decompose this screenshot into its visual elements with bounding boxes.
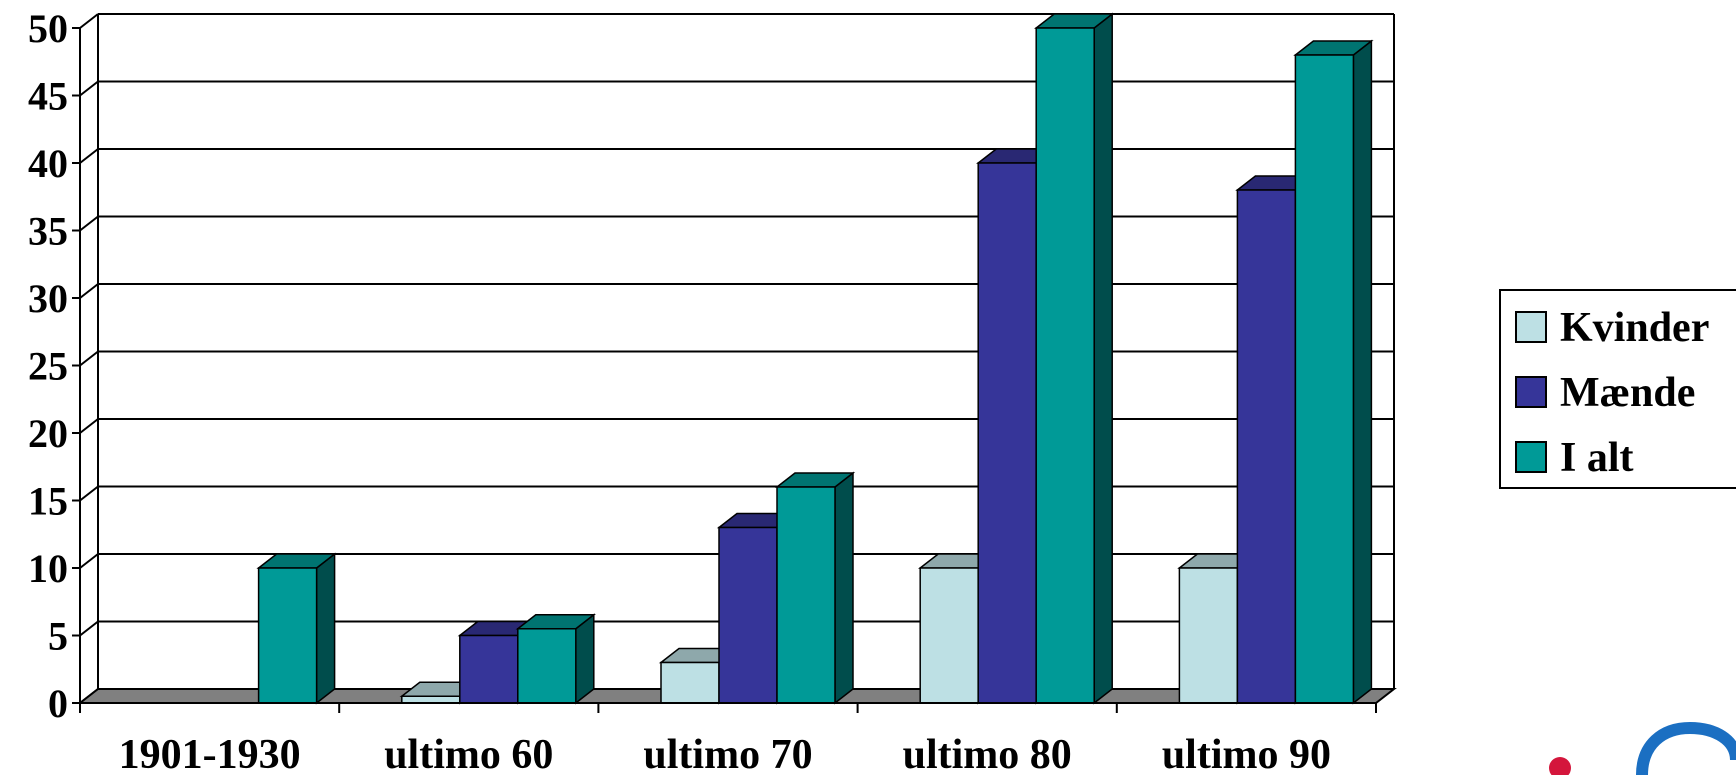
- bar-front: [660, 661, 720, 704]
- bar-front: [1035, 27, 1095, 704]
- bar-front: [1294, 54, 1355, 704]
- bar-front: [1178, 567, 1239, 704]
- y-tick-label: 15: [28, 479, 68, 524]
- logo-dot: [1549, 757, 1571, 775]
- y-tick-label: 25: [28, 344, 68, 389]
- legend-label: Kvinder: [1560, 305, 1709, 351]
- y-tick-label: 10: [28, 546, 68, 591]
- y-tick-label: 0: [48, 681, 68, 726]
- y-tick-label: 35: [28, 209, 68, 254]
- y-tick-label: 40: [28, 141, 68, 186]
- bar: [515, 613, 596, 705]
- bar-front: [401, 695, 461, 704]
- gridline-side: [79, 80, 99, 97]
- bar-front: [919, 567, 979, 704]
- bars-group: [256, 12, 1374, 705]
- gridline-side: [79, 620, 99, 637]
- bar-side: [315, 552, 336, 705]
- y-axis: 0 5 10 15 20 25 30 35 40 45 50: [28, 6, 81, 726]
- x-tick-label: ultimo 60: [384, 732, 553, 775]
- y-tick-label: 30: [28, 276, 68, 321]
- logo-fragment: [1549, 721, 1736, 775]
- x-tick-label: ultimo 90: [1162, 732, 1331, 775]
- gridline-side: [79, 553, 99, 569]
- gridline-side: [79, 418, 99, 434]
- gridline-side: [79, 13, 99, 29]
- legend-swatch: [1515, 311, 1547, 343]
- legend-label: Mænde: [1560, 370, 1695, 416]
- bar-front: [459, 634, 519, 704]
- bar-front: [517, 628, 577, 704]
- x-tick-label: ultimo 80: [903, 732, 1072, 775]
- bar-side: [1352, 39, 1373, 705]
- bar-front: [977, 162, 1037, 704]
- bar-front: [776, 486, 836, 704]
- logo-curve: [1636, 721, 1736, 775]
- bar: [256, 552, 337, 705]
- bar-front: [1236, 189, 1297, 704]
- bar: [1293, 39, 1374, 705]
- x-tick-label: 1901-1930: [119, 732, 301, 775]
- gridline-side: [79, 283, 99, 299]
- x-tick-label: ultimo 70: [643, 732, 812, 775]
- gridline-side: [79, 215, 99, 232]
- bar-front: [257, 567, 318, 704]
- x-axis: 1901-1930 ultimo 60 ultimo 70 ultimo 80 ulti…: [79, 702, 1377, 775]
- y-tick-label: 5: [48, 614, 68, 659]
- bar-side: [575, 613, 595, 705]
- legend-swatch: [1515, 441, 1547, 473]
- gridline-side: [79, 148, 99, 164]
- y-tick-label: 20: [28, 411, 68, 456]
- bar-front: [718, 526, 778, 704]
- legend-label: I alt: [1560, 435, 1634, 481]
- gridline-side: [79, 350, 99, 367]
- bar-side: [1093, 12, 1113, 705]
- legend-swatch: [1515, 376, 1547, 408]
- gridline-side: [79, 485, 99, 502]
- bar: [774, 471, 856, 705]
- legend: Kvinder Mænde I alt: [1499, 289, 1736, 489]
- y-tick-label: 45: [28, 74, 68, 119]
- y-tick-label: 50: [28, 6, 68, 51]
- bar-side: [834, 471, 854, 705]
- bar: [1034, 12, 1115, 705]
